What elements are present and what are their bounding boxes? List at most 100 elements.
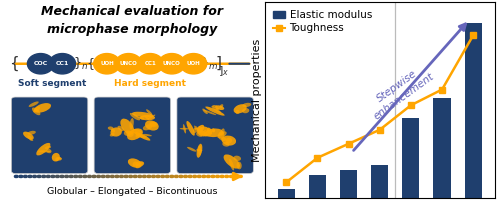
Ellipse shape [194,128,202,131]
Ellipse shape [34,103,51,113]
Bar [371,165,388,198]
Ellipse shape [193,128,196,133]
Ellipse shape [205,134,211,137]
Ellipse shape [203,110,216,115]
Ellipse shape [133,129,142,133]
Ellipse shape [143,134,152,136]
Bar [434,98,450,198]
FancyBboxPatch shape [12,97,88,173]
Ellipse shape [127,128,143,140]
Text: COC: COC [34,61,48,66]
Bar [402,117,419,198]
Ellipse shape [206,106,225,116]
Ellipse shape [200,131,207,136]
Ellipse shape [226,138,232,143]
Ellipse shape [32,107,40,115]
Ellipse shape [217,131,226,138]
Ellipse shape [147,115,156,119]
Ellipse shape [150,121,156,126]
Ellipse shape [202,109,208,114]
Circle shape [49,54,76,74]
Ellipse shape [204,131,206,135]
Text: ]$_x$: ]$_x$ [218,64,229,78]
Ellipse shape [196,149,202,151]
Ellipse shape [120,119,134,135]
Ellipse shape [212,105,218,108]
Ellipse shape [234,156,241,161]
Text: {: { [86,57,94,70]
Ellipse shape [130,118,134,130]
Ellipse shape [196,144,202,158]
Ellipse shape [187,147,196,152]
Text: UOH: UOH [100,61,114,66]
Ellipse shape [52,153,60,161]
Text: CC1: CC1 [144,61,156,66]
Ellipse shape [203,132,207,135]
Ellipse shape [183,124,186,133]
Ellipse shape [136,132,144,136]
Text: Stepwise
enhancement: Stepwise enhancement [364,61,436,121]
Text: Hard segment: Hard segment [114,79,186,88]
Ellipse shape [27,135,32,140]
Ellipse shape [198,127,210,136]
Ellipse shape [132,112,153,117]
Circle shape [94,54,120,74]
Ellipse shape [220,128,224,136]
Ellipse shape [46,149,52,153]
Ellipse shape [108,126,114,130]
Ellipse shape [38,150,50,152]
Ellipse shape [132,161,138,167]
Ellipse shape [236,162,242,169]
Ellipse shape [150,122,158,127]
Ellipse shape [56,157,62,161]
Ellipse shape [136,134,141,138]
Ellipse shape [57,157,62,160]
Ellipse shape [45,146,51,149]
Ellipse shape [212,128,215,132]
Ellipse shape [128,158,141,168]
Ellipse shape [220,104,224,108]
Text: UNCO: UNCO [120,61,138,66]
Text: Mechanical evaluation for: Mechanical evaluation for [42,5,224,18]
Ellipse shape [145,120,158,131]
Ellipse shape [234,104,246,113]
Ellipse shape [136,161,144,166]
Ellipse shape [143,124,152,130]
Circle shape [137,54,164,74]
Y-axis label: Mechanical properties: Mechanical properties [252,38,262,162]
Ellipse shape [110,133,114,137]
Ellipse shape [140,135,146,138]
Bar [309,175,326,198]
Ellipse shape [218,131,224,140]
Ellipse shape [216,108,220,110]
Ellipse shape [23,132,34,140]
Ellipse shape [118,126,124,131]
Circle shape [158,54,185,74]
Ellipse shape [197,128,202,132]
Ellipse shape [198,146,202,155]
Ellipse shape [194,127,204,132]
Ellipse shape [235,110,240,114]
Ellipse shape [207,128,212,135]
Ellipse shape [220,137,226,141]
Bar [464,23,482,198]
Ellipse shape [222,136,236,146]
Bar [340,170,357,198]
Text: Globular – Elongated – Bicontinuous: Globular – Elongated – Bicontinuous [47,187,217,196]
Text: ]: ] [216,56,222,71]
Text: UOH: UOH [186,61,200,66]
Bar [278,189,295,198]
Text: }$_n$: }$_n$ [72,55,88,72]
Text: Soft segment: Soft segment [18,79,86,88]
Ellipse shape [132,114,141,119]
Ellipse shape [36,143,51,155]
Ellipse shape [194,126,200,130]
Text: {: { [9,56,19,71]
Ellipse shape [33,106,40,113]
Ellipse shape [242,103,252,107]
Circle shape [28,54,54,74]
Legend: Elastic modulus, Toughness: Elastic modulus, Toughness [270,7,375,37]
Ellipse shape [196,133,202,137]
Ellipse shape [110,127,122,137]
Ellipse shape [229,159,234,170]
